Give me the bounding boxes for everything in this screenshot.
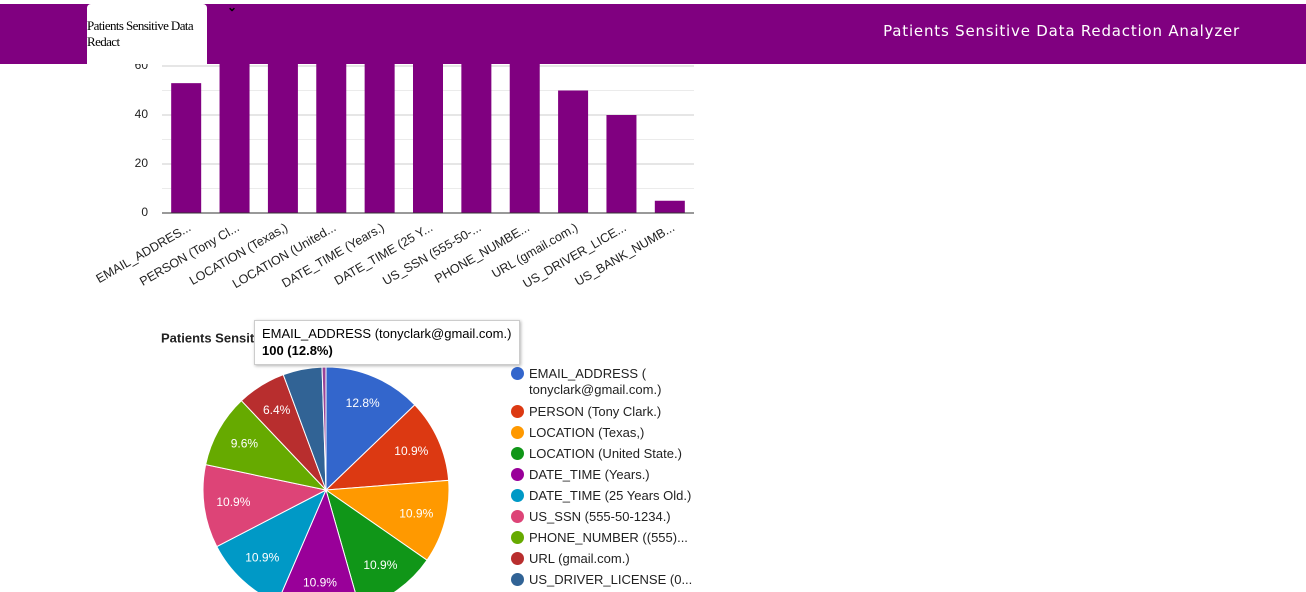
slice-label: 10.9%: [394, 444, 428, 458]
legend-swatch: [511, 573, 524, 586]
legend-item[interactable]: DATE_TIME (Years.): [511, 467, 704, 483]
slice-label: 10.9%: [303, 575, 337, 589]
legend-item[interactable]: LOCATION (United State.): [511, 446, 704, 462]
pie-title: Patients Sensit: [161, 330, 255, 345]
bar: [654, 200, 685, 213]
legend-item[interactable]: US_SSN (555-50-1234.): [511, 509, 704, 525]
tooltip-value: 100 (12.8%): [262, 343, 333, 358]
slice-label: 10.9%: [216, 495, 250, 509]
slice-label: 6.4%: [263, 403, 291, 417]
legend-item[interactable]: US_DRIVER_LICENSE (0...: [511, 572, 704, 588]
tooltip: EMAIL_ADDRESS (tonyclark@gmail.com.) 100…: [254, 320, 520, 365]
chevron-icon[interactable]: ⌄: [227, 0, 237, 14]
legend-swatch: [511, 405, 524, 418]
slice-label: 12.8%: [346, 396, 380, 410]
legend-swatch: [511, 552, 524, 565]
legend-item[interactable]: DATE_TIME (25 Years Old.): [511, 488, 704, 504]
legend-label: LOCATION (Texas,): [529, 425, 645, 440]
tooltip-title: EMAIL_ADDRESS (tonyclark@gmail.com.): [262, 326, 512, 341]
legend-item[interactable]: PERSON (Tony Clark.): [511, 404, 704, 420]
pie-slice: [202, 464, 328, 548]
legend-swatch: [511, 531, 524, 544]
legend-label: PERSON (Tony Clark.): [529, 404, 662, 419]
legend-label: DATE_TIME (25 Years Old.): [529, 488, 692, 503]
pie-slice: [205, 399, 328, 491]
pie-slice: [321, 366, 327, 491]
legend-swatch: [511, 367, 524, 380]
legend-item[interactable]: PHONE_NUMBER ((555)...: [511, 530, 704, 546]
slice-label: 10.9%: [245, 551, 279, 565]
pie-slice: [216, 488, 328, 592]
y-tick-label: 40: [135, 107, 149, 121]
legend-label: EMAIL_ADDRESS ( tonyclark@gmail.com.): [529, 366, 662, 397]
slice-label: 10.9%: [399, 507, 433, 521]
pie-slice: [325, 488, 428, 592]
header: Patients Sensitive Data Redact ⌄ Patients…: [0, 0, 1306, 64]
legend-item[interactable]: LOCATION (Texas,): [511, 425, 704, 441]
bar: [606, 115, 637, 213]
bar: [558, 90, 589, 213]
legend-label: PHONE_NUMBER ((555)...: [529, 530, 688, 545]
logo[interactable]: Patients Sensitive Data Redact ⌄: [87, 0, 237, 64]
slice-label: 9.6%: [231, 437, 259, 451]
legend-label: URL (gmail.com.): [529, 551, 630, 566]
y-tick-label: 0: [141, 205, 148, 219]
slice-label: 10.9%: [363, 558, 397, 572]
header-title: Patients Sensitive Data Redaction Analyz…: [883, 22, 1240, 40]
legend-label: US_DRIVER_LICENSE (0...: [529, 572, 693, 587]
y-tick-label: 20: [135, 156, 149, 170]
legend-item[interactable]: URL (gmail.com.): [511, 551, 704, 567]
legend-swatch: [511, 447, 524, 460]
legend-label: US_SSN (555-50-1234.): [529, 509, 671, 524]
bar: [171, 83, 202, 214]
pie-slice: [281, 488, 356, 592]
pie-slice: [324, 404, 450, 491]
pie-slice: [324, 479, 450, 561]
legend-swatch: [511, 468, 524, 481]
pie-slice: [325, 366, 416, 492]
legend-swatch: [511, 489, 524, 502]
legend-label: LOCATION (United State.): [529, 446, 682, 461]
legend-label: DATE_TIME (Years.): [529, 467, 650, 482]
legend-swatch: [511, 510, 524, 523]
legend-item[interactable]: EMAIL_ADDRESS ( tonyclark@gmail.com.): [511, 366, 704, 398]
logo-text: Patients Sensitive Data Redact: [87, 18, 194, 49]
legend-swatch: [511, 426, 524, 439]
